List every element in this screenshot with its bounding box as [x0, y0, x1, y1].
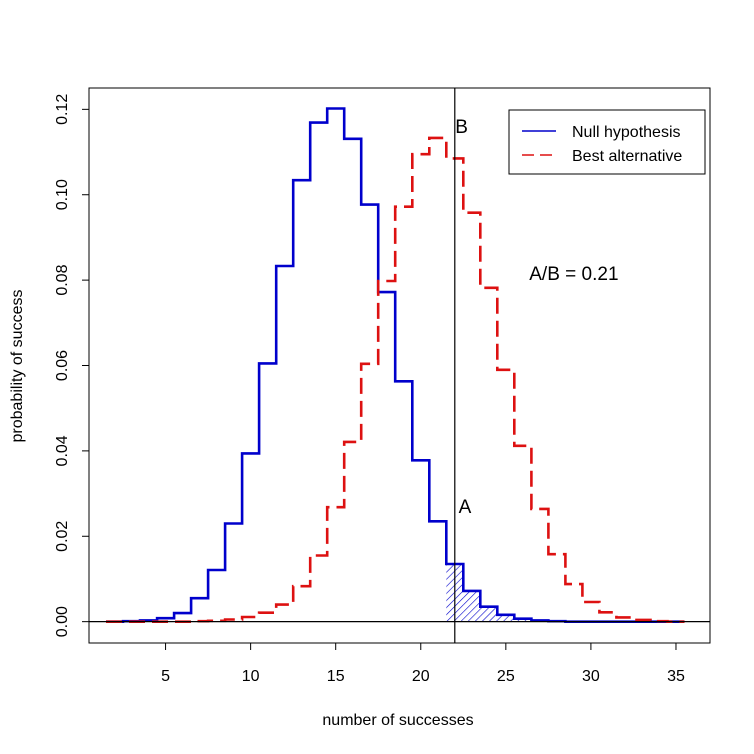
legend-label-alt: Best alternative [572, 148, 682, 165]
y-tick-label-0.08: 0.08 [54, 264, 71, 295]
x-tick-label-35: 35 [667, 668, 685, 685]
x-axis-label: number of successes [322, 712, 473, 729]
annotation-a: A [459, 497, 472, 518]
y-axis-label: probability of success [9, 290, 26, 443]
x-tick-label-20: 20 [412, 668, 430, 685]
x-tick-label-25: 25 [497, 668, 515, 685]
x-tick-label-30: 30 [582, 668, 600, 685]
tail-bar-25 [497, 614, 515, 622]
y-tick-label-0.02: 0.02 [54, 521, 71, 552]
series-line-alternative [106, 136, 685, 623]
y-tick-label-0.04: 0.04 [54, 435, 71, 466]
tail-bar-24 [480, 606, 498, 622]
annotation-b: B [455, 117, 468, 138]
y-tick-label-0.00: 0.00 [54, 606, 71, 637]
annotations: A B A/B = 0.21 [455, 117, 618, 518]
series-layer [106, 107, 685, 623]
x-tick-label-5: 5 [161, 668, 170, 685]
x-tick-label-10: 10 [242, 668, 260, 685]
x-tick-label-15: 15 [327, 668, 345, 685]
series-line-null [106, 107, 685, 623]
tail-bar-26 [514, 618, 532, 622]
annotation-ratio: A/B = 0.21 [529, 264, 618, 285]
legend: Null hypothesis Best alternative [508, 109, 706, 175]
y-tick-label-0.10: 0.10 [54, 179, 71, 210]
tail-area-A [446, 564, 566, 622]
y-tick-label-0.06: 0.06 [54, 350, 71, 381]
tail-bar-23 [463, 590, 481, 622]
legend-box [508, 109, 706, 175]
axes: 5 10 15 20 25 30 35 0.00 0.02 0.04 0.06 0.08 0.10 0.1… [54, 94, 685, 685]
y-tick-label-0.12: 0.12 [54, 94, 71, 125]
legend-label-null: Null hypothesis [572, 124, 681, 141]
